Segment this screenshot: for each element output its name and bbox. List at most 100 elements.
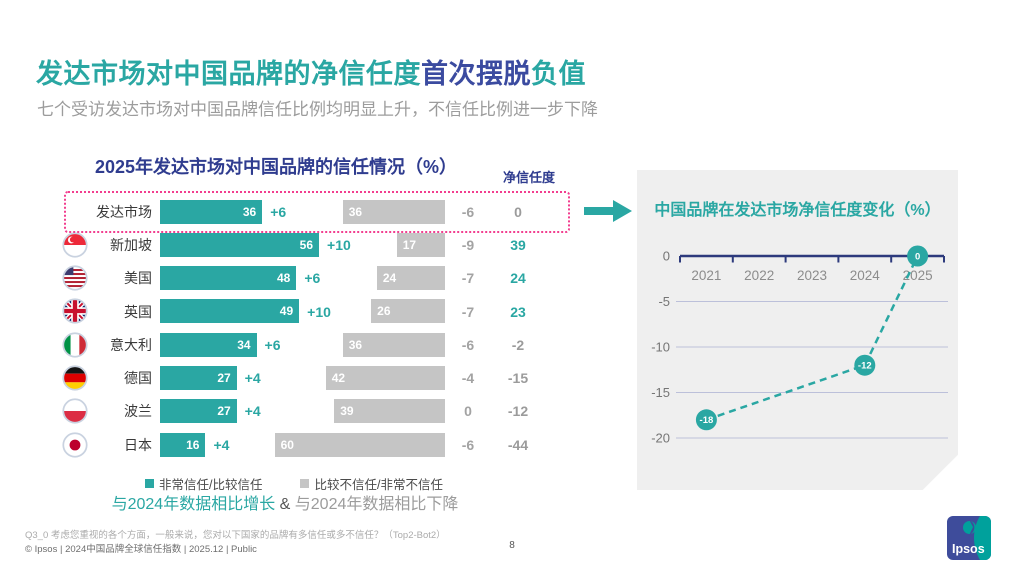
market-label: 德国	[124, 370, 152, 387]
x-axis-year-label: 2021	[691, 268, 721, 283]
distrust-change-label: -6	[461, 203, 475, 220]
trust-value: 16	[186, 437, 200, 452]
copyright: © Ipsos | 2024中国品牌全球信任指数 | 2025.12 | Pub…	[25, 544, 257, 555]
trust-value: 27	[217, 371, 231, 386]
market-label: 日本	[124, 436, 152, 453]
y-axis-tick-label: -10	[651, 340, 670, 355]
table-row: 意大利 34 +6 36 -6 -2	[60, 328, 570, 361]
distrust-bar: 39	[334, 399, 445, 424]
flag-germany-icon	[62, 365, 88, 391]
distrust-value: 26	[377, 304, 391, 319]
net-trust-column-header: 净信任度	[502, 170, 555, 185]
trust-bar: 27	[160, 399, 237, 424]
trust-value: 36	[242, 204, 257, 219]
ipsos-logo-text: Ipsos	[952, 542, 985, 556]
trust-change-label: +4	[244, 370, 261, 387]
title-segment-accent: 首次摆脱	[421, 59, 531, 89]
trust-bar: 49	[160, 299, 300, 324]
data-point-value: -18	[700, 415, 714, 426]
flag-italy-icon	[62, 332, 88, 358]
page-title: 发达市场对中国品牌的净信任度首次摆脱负值	[36, 52, 586, 91]
compare-note: 与2024年数据相比增长 & 与2024年数据相比下降	[60, 490, 510, 514]
x-axis-year-label: 2022	[744, 268, 774, 283]
market-label: 美国	[124, 270, 152, 287]
market-label: 波兰	[124, 403, 152, 420]
trust-change-label: +10	[327, 236, 351, 253]
data-point-marker	[907, 245, 929, 267]
net-trust-trend-card: 中国品牌在发达市场净信任度变化（%） 0 -5 -10 -15 -20 2021 2022 2…	[637, 170, 958, 490]
table-row: 波兰 27 +4 39 0 -12	[60, 395, 570, 428]
distrust-bar: 26	[371, 299, 445, 324]
trust-change-label: +4	[213, 436, 230, 453]
data-point-marker	[695, 409, 717, 431]
trust-change-label: +6	[270, 203, 287, 220]
trust-bar: 16	[160, 432, 206, 457]
legend-label: 非常信任/比较信任	[159, 478, 263, 492]
distrust-bar: 42	[325, 366, 445, 391]
trend-chart-title: 中国品牌在发达市场净信任度变化（%）	[654, 202, 941, 219]
table-row: 日本 16 +4 60 -6 -44	[60, 428, 570, 461]
data-point-marker	[854, 354, 876, 376]
data-point-value: -12	[858, 361, 872, 372]
distrust-value: 42	[331, 371, 346, 386]
trend-line-chart: 0 -5 -10 -15 -20 2021 2022 2023 2024 2025 -18 -12 0	[651, 245, 948, 446]
flag-usa-icon	[62, 265, 88, 291]
x-axis-year-label: 2025	[903, 268, 933, 283]
net-trust-value: -12	[507, 403, 529, 420]
distrust-change-label: -4	[461, 370, 475, 387]
title-segment: 发达市场对中国品牌的净信任度	[36, 59, 421, 89]
distrust-swatch-icon	[300, 479, 310, 488]
trust-change-label: +4	[244, 403, 261, 420]
table-row: 德国 27 +4 42 -4 -15	[60, 361, 570, 394]
distrust-change-label: -7	[461, 303, 475, 320]
trust-value: 27	[217, 404, 231, 419]
footnote: Q3_0 考虑您重视的各个方面，一般来说，您对以下国家的品牌有多信任或多不信任？…	[25, 530, 446, 541]
distrust-change-label: -6	[461, 336, 475, 353]
page-number: 8	[509, 540, 515, 551]
net-trust-value: -15	[507, 370, 529, 387]
ipsos-logo: Ipsos	[947, 516, 991, 560]
distrust-change-label: -7	[461, 270, 475, 287]
table-row: 美国 48 +6 24 -7 24	[60, 262, 570, 295]
y-axis-tick-label: -20	[651, 431, 670, 446]
trust-bar: 48	[160, 266, 297, 291]
distrust-bar: 17	[396, 232, 445, 257]
arrow-right-icon	[584, 200, 632, 222]
trust-value: 48	[276, 271, 291, 286]
distrust-value: 24	[382, 271, 397, 286]
distrust-value: 36	[348, 337, 363, 352]
data-point-value: 0	[915, 251, 920, 262]
distrust-bar: 24	[376, 266, 445, 291]
net-trust-value: 0	[514, 203, 522, 220]
trust-change-label: +10	[307, 303, 331, 320]
flag-japan-icon	[62, 432, 88, 458]
trust-change-label: +6	[264, 336, 281, 353]
title-segment: 负值	[531, 59, 586, 89]
y-axis-tick-label: 0	[663, 249, 670, 264]
compare-increase-label: 与2024年数据相比增长	[111, 496, 276, 513]
flag-poland-icon	[62, 398, 88, 424]
flag-poland-icon	[62, 398, 88, 424]
legend-label: 比较不信任/非常不信任	[314, 478, 443, 492]
trust-swatch-icon	[145, 479, 154, 488]
flag-singapore-icon	[62, 232, 88, 258]
table-row: 发达市场 36 +6 36 -6 0	[60, 195, 570, 228]
trust-table-title: 2025年发达市场对中国品牌的信任情况（%）	[95, 157, 458, 177]
distrust-bar: 60	[274, 432, 445, 457]
net-trust-value: 24	[510, 270, 526, 287]
flag-uk-icon	[62, 298, 88, 325]
flag-japan-icon	[62, 432, 88, 458]
flag-singapore-icon	[62, 232, 88, 258]
net-trust-value: -44	[507, 436, 529, 453]
distrust-value: 36	[348, 204, 363, 219]
compare-decrease-label: 与2024年数据相比下降	[294, 496, 459, 513]
net-trust-value: 39	[510, 236, 526, 253]
legend-item-distrust: 比较不信任/非常不信任	[300, 474, 443, 493]
flag-germany-icon	[62, 365, 88, 391]
y-axis-tick-label: -5	[658, 294, 670, 309]
trust-bar: 34	[160, 332, 257, 357]
trust-bar: 27	[160, 366, 237, 391]
distrust-change-label: -6	[461, 436, 475, 453]
y-axis-tick-label: -15	[651, 385, 670, 400]
ampersand: &	[279, 496, 291, 513]
